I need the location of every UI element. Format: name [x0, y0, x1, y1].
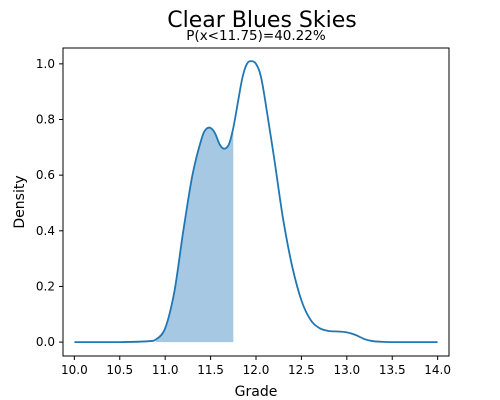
x-axis: 10.0 10.5 11.0 11.5 12.0 12.5 13.0 13.5 14.0	[61, 356, 451, 377]
y-tick-label: 0.2	[36, 279, 55, 293]
density-line	[74, 61, 437, 342]
plot-area	[74, 61, 437, 342]
y-tick-label: 0.8	[36, 113, 55, 127]
y-axis-label: Density	[12, 175, 28, 228]
x-axis-label: Grade	[235, 384, 278, 400]
x-tick-label: 13.0	[333, 363, 360, 377]
x-tick-label: 12.0	[243, 363, 270, 377]
x-tick-label: 11.0	[152, 363, 179, 377]
x-tick-label: 12.5	[288, 363, 315, 377]
y-axis: 0.0 0.2 0.4 0.6 0.8 1.0	[36, 57, 63, 349]
x-tick-label: 13.5	[379, 363, 406, 377]
y-tick-label: 0.6	[36, 168, 55, 182]
x-tick-label: 10.0	[61, 363, 88, 377]
y-tick-label: 1.0	[36, 57, 55, 71]
chart-subtitle: P(x<11.75)=40.22%	[186, 28, 326, 44]
shaded-probability-area	[156, 128, 233, 342]
y-tick-label: 0.0	[36, 335, 55, 349]
axes-frame	[63, 48, 449, 356]
x-tick-label: 11.5	[197, 363, 224, 377]
y-tick-label: 0.4	[36, 224, 55, 238]
x-tick-label: 14.0	[424, 363, 451, 377]
x-tick-label: 10.5	[106, 363, 133, 377]
